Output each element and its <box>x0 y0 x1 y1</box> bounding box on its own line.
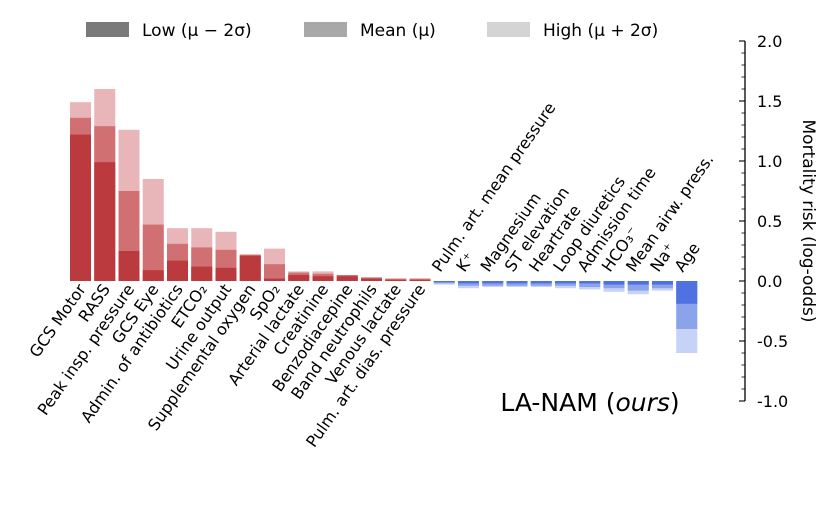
bar-low <box>336 276 358 281</box>
legend-swatch <box>304 22 347 37</box>
bar-low <box>385 279 407 281</box>
legend-entry: Mean (μ) <box>360 21 436 41</box>
bar-low <box>482 281 504 284</box>
y-tick-label: 0.0 <box>757 272 782 291</box>
bar-low <box>288 275 310 281</box>
y-tick-label: 2.0 <box>757 32 782 51</box>
legend-swatch <box>487 22 530 37</box>
category-label: Age <box>670 239 703 275</box>
bar-low <box>142 270 164 281</box>
y-tick-label: 1.0 <box>757 152 782 171</box>
y-tick-label: -1.0 <box>757 392 788 411</box>
bar-low <box>361 278 382 281</box>
legend-swatch <box>86 22 129 37</box>
bar-mean <box>264 264 285 281</box>
bar-low <box>118 251 140 281</box>
bar-low <box>312 276 334 281</box>
bar-low <box>652 281 673 285</box>
bar-low <box>239 255 261 281</box>
y-tick-label: 0.5 <box>757 212 782 231</box>
bar-low <box>603 281 625 285</box>
legend: Low (μ − 2σ) Mean (μ) High (μ + 2σ) <box>86 21 658 41</box>
bar-low <box>676 281 698 304</box>
bars <box>70 89 698 353</box>
bar-low <box>433 281 455 283</box>
legend-entry: High (μ + 2σ) <box>543 21 658 41</box>
bar-low <box>506 281 528 284</box>
bar-low <box>409 279 431 281</box>
y-tick-label: 1.5 <box>757 92 782 111</box>
bar-low <box>167 260 188 281</box>
title-main: LA-NAM ( <box>500 388 615 417</box>
bar-mean <box>142 224 164 281</box>
bar-low <box>215 267 237 281</box>
legend-entry: Low (μ − 2σ) <box>142 21 252 41</box>
title-close: ) <box>670 388 680 417</box>
bar-low <box>530 281 552 284</box>
y-axis-label: Mortality risk (log-odds) <box>798 119 818 322</box>
bar-low <box>458 281 479 284</box>
bar-mean <box>627 281 649 291</box>
bar-mean <box>579 281 601 287</box>
y-axis: 2.0 1.5 1.0 0.5 0.0 -0.5 -1.0 <box>739 32 788 411</box>
bar-low <box>627 281 649 285</box>
bar-low <box>94 162 116 281</box>
bar-low <box>555 281 576 284</box>
title-italic: ours <box>615 388 669 417</box>
bar-low <box>579 281 601 284</box>
y-tick-label: -0.5 <box>757 332 788 351</box>
bar-low <box>70 134 91 281</box>
bar-low <box>191 266 213 281</box>
bar-low <box>264 278 285 281</box>
chart-title: LA-NAM (ours) <box>500 388 679 417</box>
